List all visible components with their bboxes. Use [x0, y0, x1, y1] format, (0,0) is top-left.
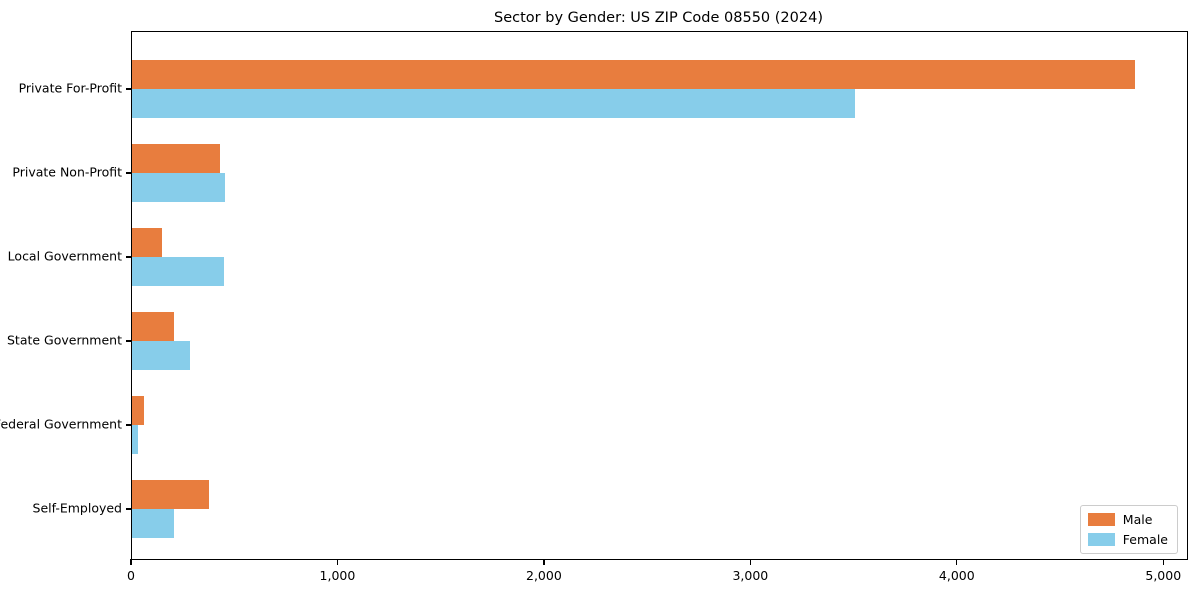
- bar-female-federal-government: [132, 425, 139, 454]
- bar-female-private-for-profit: [132, 89, 855, 118]
- legend-entry-female: Female: [1087, 532, 1168, 547]
- bar-male-federal-government: [132, 396, 145, 425]
- y-tick-mark-local-government: [125, 256, 131, 258]
- bar-male-state-government: [132, 312, 175, 341]
- legend-label-male: Male: [1122, 512, 1153, 527]
- y-tick-label-private-for-profit: Private For-Profit: [18, 80, 122, 96]
- bar-male-private-for-profit: [132, 60, 1136, 89]
- legend-entry-male: Male: [1087, 512, 1168, 527]
- x-tick-label-3000: 3,000: [732, 568, 769, 583]
- y-tick-mark-self-employed: [125, 508, 131, 510]
- y-tick-mark-state-government: [125, 340, 131, 342]
- x-tick-mark-2000: [543, 559, 545, 565]
- legend-swatch-male: [1087, 513, 1115, 526]
- y-tick-mark-private-non-profit: [125, 172, 131, 174]
- legend-swatch-female: [1087, 533, 1115, 546]
- x-tick-label-1000: 1,000: [319, 568, 356, 583]
- x-tick-label-2000: 2,000: [526, 568, 562, 583]
- y-tick-label-federal-government: Federal Government: [0, 416, 122, 432]
- y-tick-mark-private-for-profit: [125, 88, 131, 90]
- x-tick-mark-3000: [749, 559, 751, 565]
- x-tick-mark-5000: [1162, 559, 1164, 565]
- x-tick-label-5000: 5,000: [1145, 568, 1182, 583]
- bar-female-local-government: [132, 257, 224, 286]
- bar-female-state-government: [132, 341, 190, 370]
- bar-female-private-non-profit: [132, 173, 225, 202]
- x-tick-mark-0: [130, 559, 132, 565]
- y-tick-label-local-government: Local Government: [7, 248, 122, 264]
- bar-male-private-non-profit: [132, 144, 220, 173]
- y-tick-label-self-employed: Self-Employed: [32, 500, 122, 516]
- y-tick-mark-federal-government: [125, 424, 131, 426]
- legend: Male Female: [1079, 505, 1178, 554]
- y-tick-label-private-non-profit: Private Non-Profit: [12, 164, 122, 180]
- chart-title: Sector by Gender: US ZIP Code 08550 (202…: [494, 10, 823, 26]
- x-tick-mark-4000: [956, 559, 958, 565]
- bar-female-self-employed: [132, 509, 175, 538]
- y-tick-label-state-government: State Government: [6, 332, 122, 348]
- legend-label-female: Female: [1122, 532, 1168, 547]
- x-tick-label-0: 0: [127, 568, 135, 583]
- x-tick-label-4000: 4,000: [938, 568, 975, 583]
- bar-male-self-employed: [132, 480, 210, 509]
- x-tick-mark-1000: [336, 559, 339, 565]
- plot-area: Male Female: [125, 31, 1188, 560]
- bar-male-local-government: [132, 228, 162, 257]
